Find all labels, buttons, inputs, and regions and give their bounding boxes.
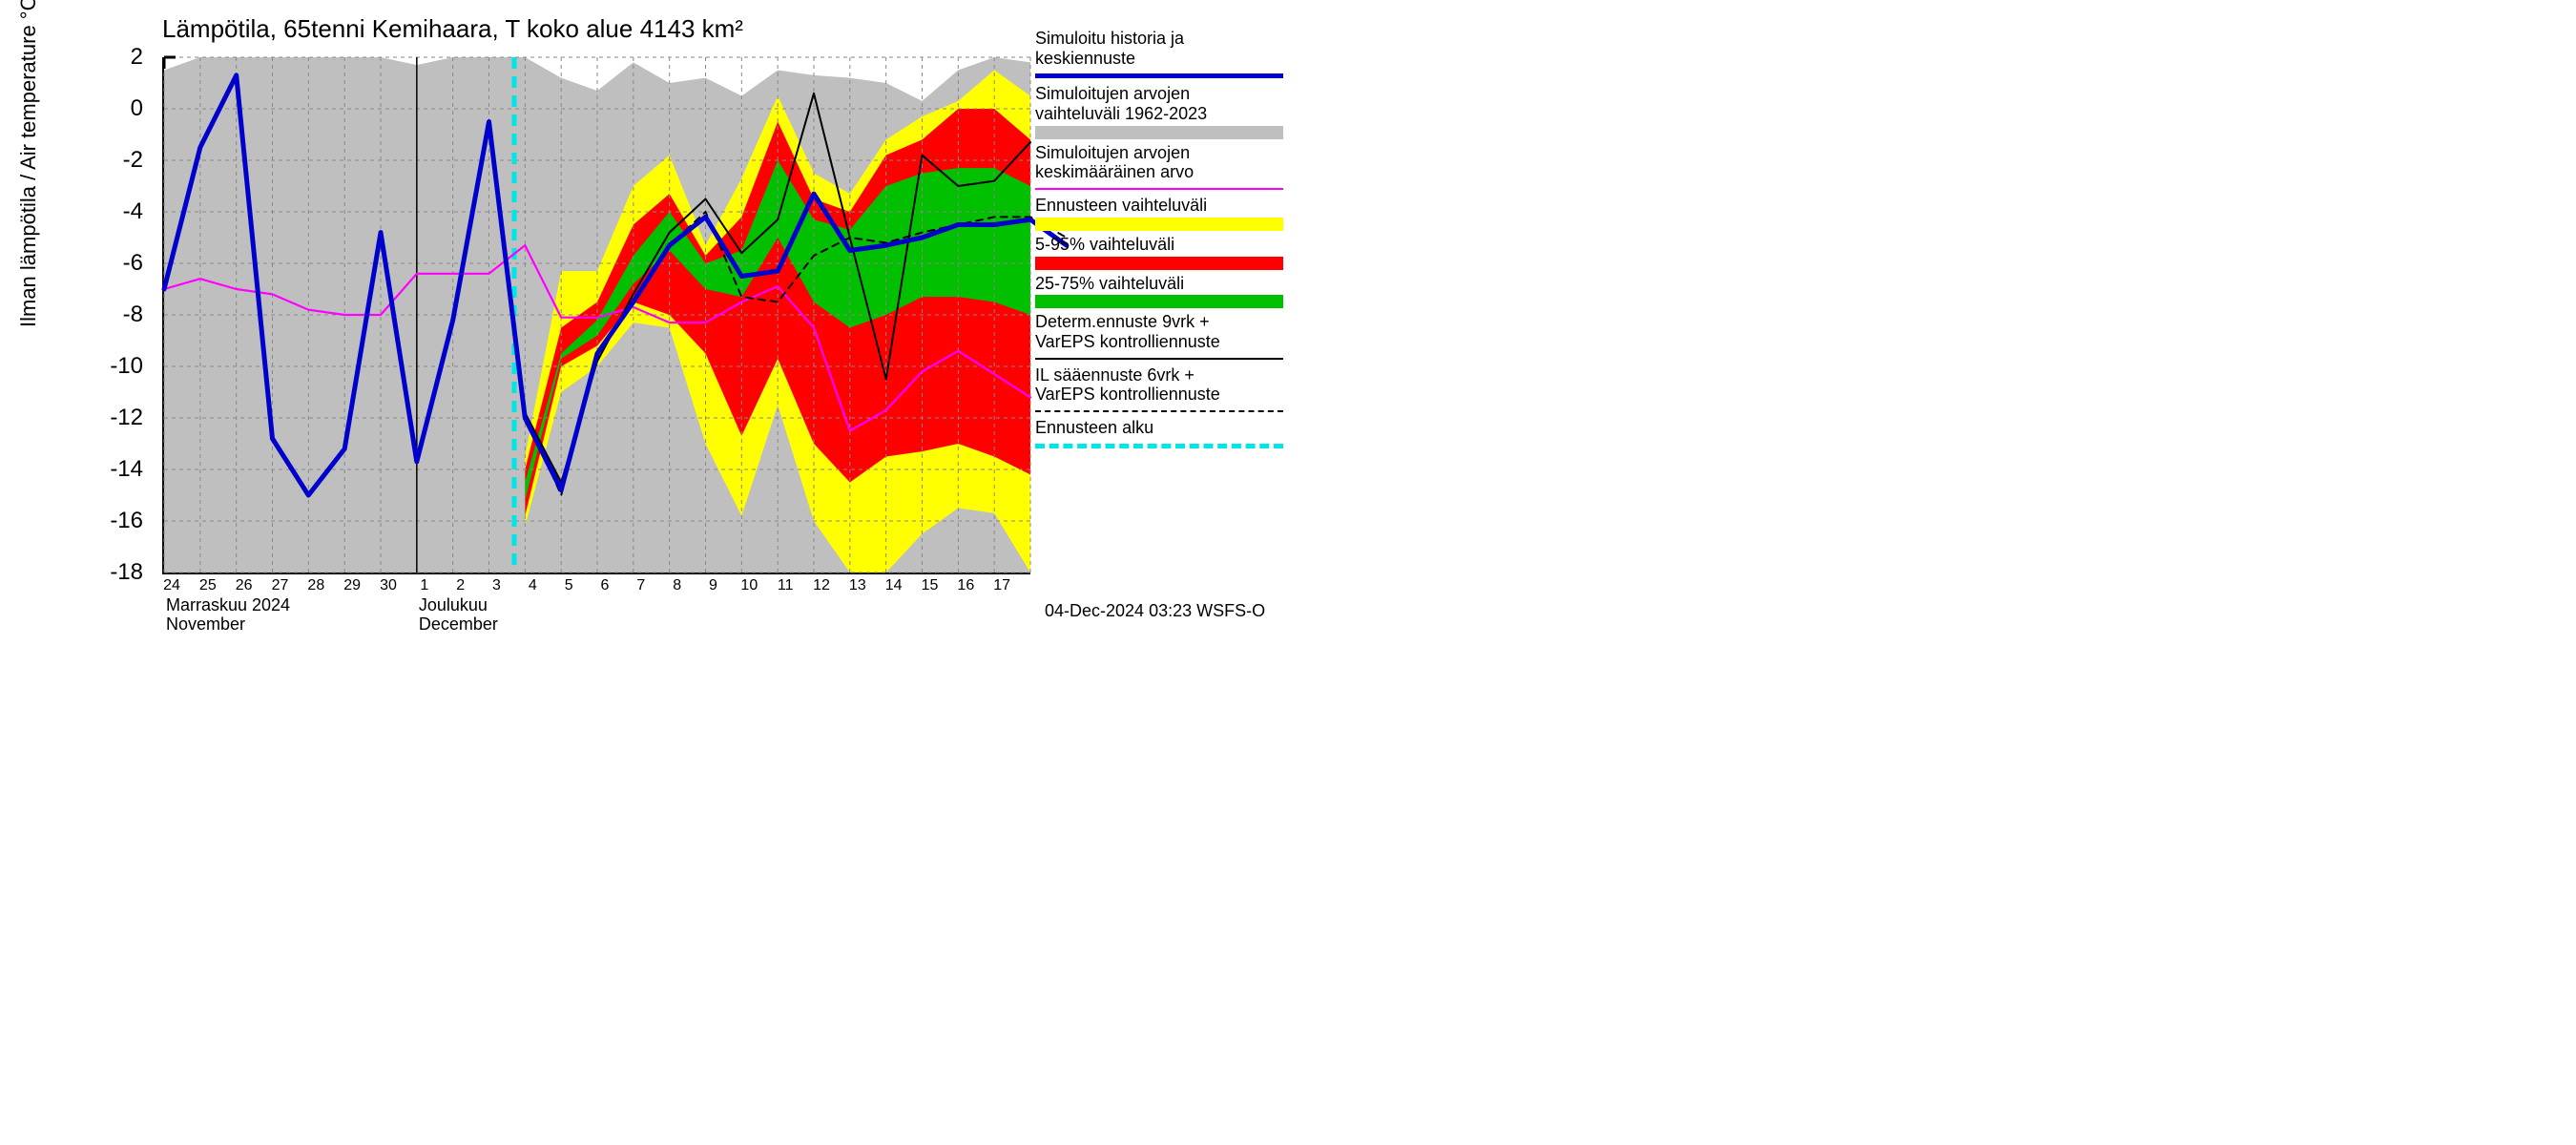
legend-entry: Simuloitujen arvojenvaihteluväli 1962-20… [1035,84,1426,138]
legend-line [1035,410,1283,412]
month-label-bottom: December [419,614,498,635]
x-tick: 6 [601,577,610,594]
legend-line [1035,358,1283,360]
chart-title: Lämpötila, 65tenni Kemihaara, T koko alu… [162,14,743,44]
legend-entry: IL sääennuste 6vrk + VarEPS kontrollienn… [1035,365,1426,412]
legend-entry: Determ.ennuste 9vrk +VarEPS kontrollienn… [1035,312,1426,359]
chart-container: Lämpötila, 65tenni Kemihaara, T koko alu… [0,0,1431,636]
x-tick: 2 [456,577,465,594]
y-tick: -10 [86,353,143,380]
month-label-top: Joulukuu [419,595,488,615]
legend-entry: Ennusteen alku [1035,418,1426,448]
x-tick: 12 [813,577,830,594]
x-tick: 27 [272,577,289,594]
y-tick: -12 [86,405,143,431]
month-label-bottom: November [166,614,245,635]
y-tick: -18 [86,559,143,586]
x-tick: 15 [922,577,939,594]
x-tick: 16 [957,577,974,594]
x-tick: 13 [849,577,866,594]
x-tick: 28 [307,577,324,594]
legend-line [1035,73,1283,78]
x-tick: 29 [343,577,361,594]
y-tick: -8 [86,302,143,328]
y-tick: -4 [86,198,143,225]
x-tick: 24 [163,577,180,594]
x-tick: 11 [778,577,794,594]
x-tick: 5 [565,577,573,594]
month-label-top: Marraskuu 2024 [166,595,290,615]
y-tick: 2 [86,44,143,71]
x-tick: 17 [993,577,1010,594]
x-tick: 26 [236,577,253,594]
x-tick: 9 [709,577,717,594]
legend-entry: Ennusteen vaihteluväli [1035,196,1426,231]
x-tick: 10 [740,577,758,594]
x-tick: 30 [380,577,397,594]
x-tick: 4 [529,577,537,594]
legend-swatch [1035,218,1283,231]
legend-line [1035,188,1283,190]
y-tick: 0 [86,95,143,122]
x-tick: 1 [420,577,428,594]
legend-line [1035,444,1283,448]
legend: Simuloitu historia jakeskiennuste Simuloi… [1035,29,1426,454]
y-tick: -6 [86,250,143,277]
y-axis-label: Ilman lämpötila / Air temperature °C [16,0,41,327]
legend-entry: Simuloitu historia jakeskiennuste [1035,29,1426,78]
y-tick: -16 [86,508,143,534]
x-tick: 14 [885,577,903,594]
legend-swatch [1035,126,1283,139]
legend-entry: Simuloitujen arvojenkeskimääräinen arvo [1035,143,1426,190]
legend-entry: 5-95% vaihteluväli [1035,235,1426,270]
plot-area [162,57,1030,574]
chart-svg [164,57,1030,572]
legend-entry: 25-75% vaihteluväli [1035,274,1426,309]
x-tick: 25 [199,577,217,594]
legend-swatch [1035,257,1283,270]
x-tick: 3 [492,577,501,594]
y-tick: -14 [86,456,143,483]
legend-swatch [1035,295,1283,308]
x-tick: 8 [673,577,681,594]
y-tick: -2 [86,147,143,174]
x-tick: 7 [636,577,645,594]
timestamp: 04-Dec-2024 03:23 WSFS-O [1045,601,1265,621]
